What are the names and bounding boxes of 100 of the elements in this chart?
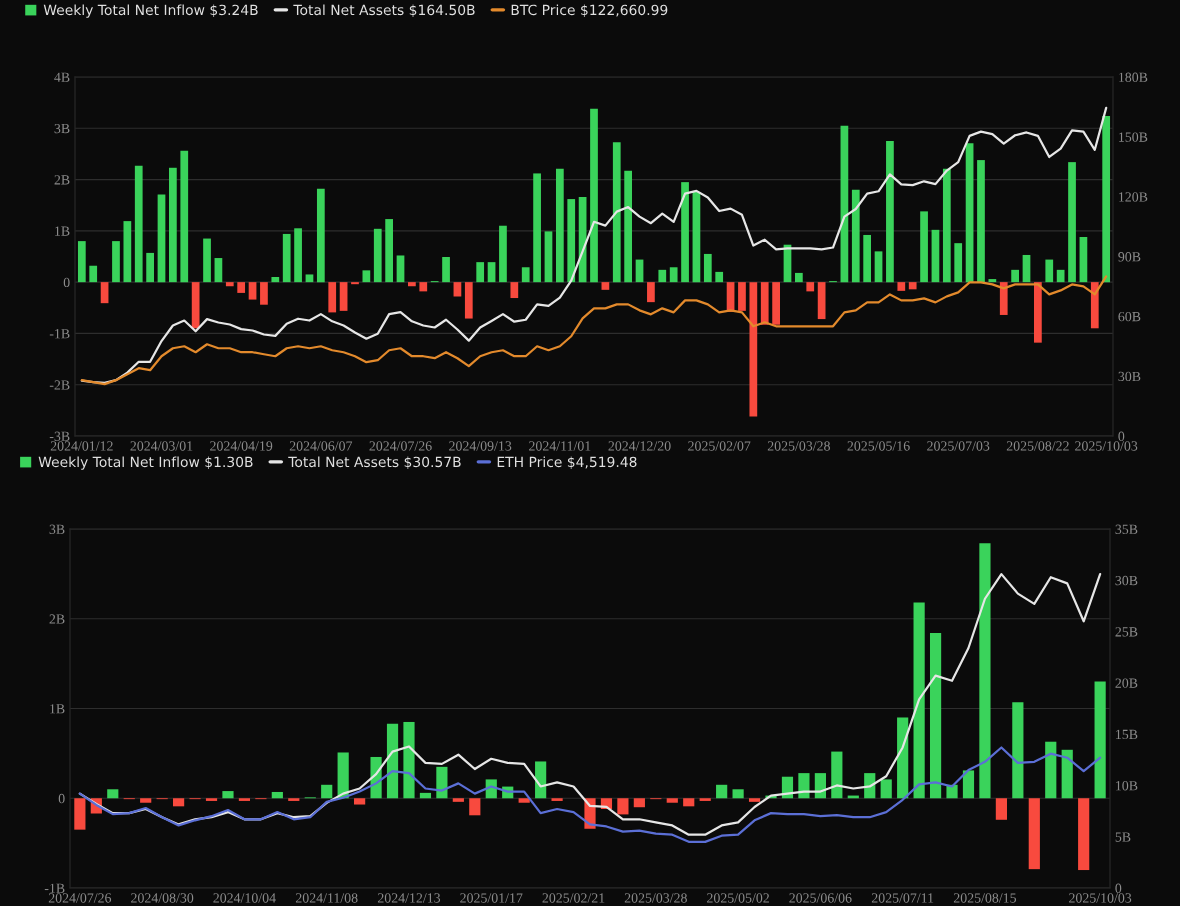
bar [732,789,744,799]
bar [157,194,166,283]
y-tick-label: 0 [63,277,70,288]
bar [464,282,473,319]
bar [100,282,109,304]
bar [339,282,348,311]
bar [555,168,564,283]
bar [469,798,481,816]
legend-label: Total Net Assets $30.57B [288,456,461,469]
bar [521,267,530,283]
bar [874,251,883,283]
bar [180,150,189,283]
bar [999,282,1008,315]
x-tick-label: 2025/10/03 [1069,893,1132,903]
y-tick-label: 1B [50,704,65,714]
bar [749,282,758,417]
bar [510,282,519,299]
y2-tick-label: 150B [1119,132,1148,142]
bar [831,751,843,799]
legend-label: Weekly Total Net Inflow $1.30B [38,456,253,470]
y2-tick-label: 15B [1116,729,1138,740]
bar [203,238,211,283]
bar [979,543,991,799]
bar [442,257,450,283]
x-tick-label: 2024/07/26 [48,893,112,903]
bar [913,602,925,799]
bar [271,277,280,283]
bar [699,798,711,801]
bar [897,282,906,291]
y-tick-label: 4B [54,72,70,82]
bar [1102,115,1111,283]
y2-tick-label: 60B [1118,311,1141,322]
bar [260,282,268,305]
legend-label: ETH Price $4,519.48 [497,456,637,469]
y2-tick-label: 10B [1116,781,1138,791]
bar [897,717,909,799]
x-tick-label: 2024/04/19 [210,441,273,451]
legend-label: Total Net Assets $164.50B [293,4,475,17]
bar [89,265,98,283]
bar [1022,254,1031,283]
bar [1079,237,1088,283]
x-tick-label: 2025/06/06 [789,893,852,903]
bar [601,282,610,290]
bar [225,282,234,287]
y-tick-label: 2B [54,175,70,185]
bar [590,108,598,283]
x-tick-label: 2024/12/13 [377,893,441,903]
bar [1028,798,1040,870]
bar [362,270,371,283]
x-tick-label: 2025/03/28 [624,893,687,903]
bar [647,282,655,303]
bar [518,798,530,803]
bar [419,282,428,292]
bar [373,228,382,283]
y-tick-label: -2B [49,380,70,390]
bar [419,792,432,799]
x-tick-label: 2025/05/02 [707,893,769,903]
bar [544,231,553,283]
bar [1056,269,1065,283]
bar [316,188,325,283]
bar [533,173,541,283]
bar [476,262,485,283]
y2-tick-label: 35B [1115,524,1138,534]
bar [453,282,462,297]
bar [134,165,143,283]
bar [962,770,975,799]
bar [1045,259,1054,283]
bar [863,234,872,283]
bar [880,779,892,799]
bar [499,225,507,283]
bar [396,255,405,283]
bar [169,167,177,283]
x-tick-label: 2024/07/26 [369,441,432,451]
bar [612,142,621,283]
bar [1011,269,1019,283]
bar [282,233,291,283]
bar [806,282,815,292]
bar [929,633,942,799]
bar [817,282,826,320]
y-tick-label: 0 [58,793,65,804]
bar [237,282,246,293]
x-tick-label: 2025/05/16 [847,441,910,451]
y2-tick-label: 30B [1115,575,1138,586]
bar [681,182,689,283]
bar [946,784,958,799]
line-series [78,746,1102,843]
bar [74,798,86,830]
bar [354,798,366,805]
y-tick-label: 3B [54,123,70,134]
bar [633,798,645,808]
y-tick-label: -1B [44,883,65,893]
bar [452,798,464,802]
x-tick-label: 2024/03/01 [130,441,193,451]
bar [683,798,695,807]
bar [77,241,86,283]
bar [1034,282,1042,343]
bar [920,211,928,283]
x-tick-label: 2025/02/07 [688,441,751,451]
bar [551,798,563,801]
bar [658,269,667,283]
